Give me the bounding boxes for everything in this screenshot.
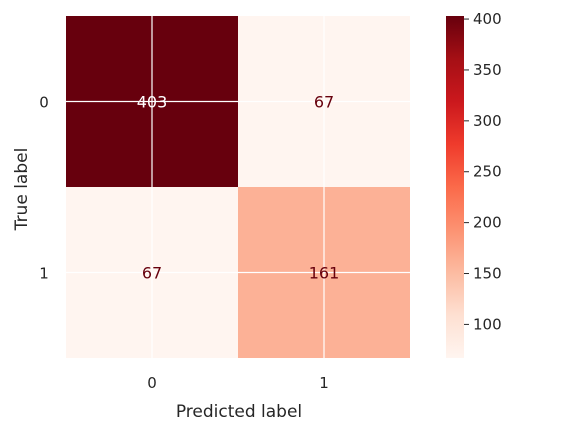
y-axis-label: True label — [12, 148, 32, 232]
colorbar-tick-label: 200 — [473, 214, 502, 232]
colorbar-tick-label: 150 — [473, 265, 502, 283]
y-tick-label: 0 — [39, 94, 49, 112]
colorbar-tick-label: 400 — [473, 10, 502, 28]
cell-label-0-1: 67 — [314, 93, 334, 112]
colorbar-tick-label: 100 — [473, 315, 502, 333]
cell-labels: 403 67 67 161 — [137, 93, 340, 283]
y-tick-labels: 01 — [39, 94, 49, 283]
x-tick-label: 1 — [319, 374, 329, 392]
colorbar-tick-label: 300 — [473, 112, 502, 130]
heatmap-cells — [66, 16, 410, 358]
colorbar-tick-label: 250 — [473, 163, 502, 181]
colorbar — [446, 16, 464, 358]
grid-lines — [66, 16, 410, 358]
colorbar-tick-label: 350 — [473, 61, 502, 79]
cell-label-1-0: 67 — [142, 264, 162, 283]
colorbar-ticks: 100 150 200 250 300 350 400 — [464, 10, 502, 333]
cell-label-1-1: 161 — [309, 264, 340, 283]
cell-label-0-0: 403 — [137, 93, 168, 112]
x-axis-label: Predicted label — [176, 402, 302, 422]
x-tick-label: 0 — [147, 374, 157, 392]
y-tick-label: 1 — [39, 265, 49, 283]
